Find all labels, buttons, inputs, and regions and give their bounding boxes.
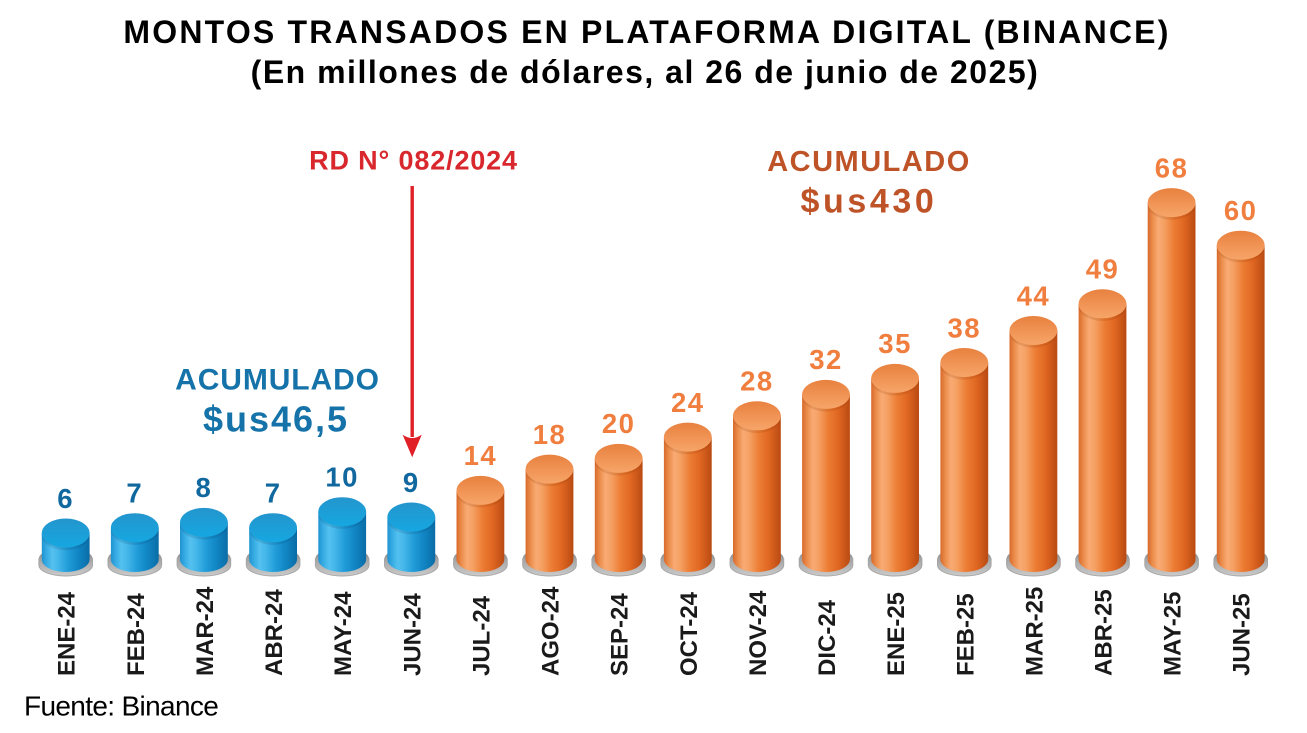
- svg-text:$us430: $us430: [801, 183, 938, 221]
- svg-text:DIC-24: DIC-24: [814, 599, 841, 676]
- svg-text:RD N° 082/2024: RD N° 082/2024: [309, 145, 518, 175]
- svg-text:18: 18: [533, 419, 567, 450]
- svg-text:60: 60: [1224, 195, 1258, 226]
- svg-text:MONTOS TRANSADOS EN PLATAFORMA: MONTOS TRANSADOS EN PLATAFORMA DIGITAL (…: [123, 14, 1170, 50]
- svg-text:14: 14: [464, 440, 498, 471]
- svg-text:$us46,5: $us46,5: [203, 399, 349, 440]
- svg-text:Fuente: Binance: Fuente: Binance: [24, 690, 218, 721]
- svg-text:ENE-24: ENE-24: [54, 591, 81, 676]
- svg-text:32: 32: [809, 344, 843, 375]
- svg-text:JUL-24: JUL-24: [468, 595, 495, 676]
- svg-text:7: 7: [126, 478, 143, 509]
- svg-text:JUN-24: JUN-24: [399, 593, 426, 676]
- svg-text:JUN-25: JUN-25: [1229, 593, 1256, 676]
- svg-text:OCT-24: OCT-24: [676, 591, 703, 676]
- svg-text:9: 9: [403, 467, 420, 498]
- svg-text:ACUMULADO: ACUMULADO: [175, 363, 380, 396]
- svg-text:(En millones de dólares, al 26: (En millones de dólares, al 26 de junio …: [251, 54, 1040, 90]
- svg-text:6: 6: [57, 483, 74, 514]
- svg-text:68: 68: [1155, 152, 1189, 183]
- svg-text:20: 20: [602, 408, 636, 439]
- svg-text:35: 35: [878, 328, 912, 359]
- svg-text:MAY-25: MAY-25: [1160, 592, 1187, 677]
- svg-text:38: 38: [948, 312, 982, 343]
- svg-text:MAR-25: MAR-25: [1021, 587, 1048, 676]
- svg-text:7: 7: [265, 478, 282, 509]
- svg-text:ACUMULADO: ACUMULADO: [767, 146, 971, 178]
- svg-text:ABR-24: ABR-24: [261, 589, 288, 676]
- svg-text:24: 24: [671, 387, 705, 418]
- svg-text:NOV-24: NOV-24: [745, 590, 772, 676]
- svg-text:49: 49: [1086, 254, 1120, 285]
- svg-text:SEP-24: SEP-24: [607, 593, 634, 676]
- svg-text:AGO-24: AGO-24: [538, 586, 565, 676]
- svg-text:28: 28: [740, 366, 774, 397]
- svg-text:FEB-24: FEB-24: [123, 593, 150, 676]
- svg-text:FEB-25: FEB-25: [952, 593, 979, 676]
- svg-text:10: 10: [325, 462, 359, 493]
- svg-text:44: 44: [1017, 280, 1051, 311]
- svg-text:8: 8: [196, 472, 213, 503]
- svg-text:ENE-25: ENE-25: [883, 592, 910, 676]
- svg-text:MAR-24: MAR-24: [192, 586, 219, 676]
- svg-text:ABR-25: ABR-25: [1091, 589, 1118, 676]
- svg-text:MAY-24: MAY-24: [330, 591, 357, 676]
